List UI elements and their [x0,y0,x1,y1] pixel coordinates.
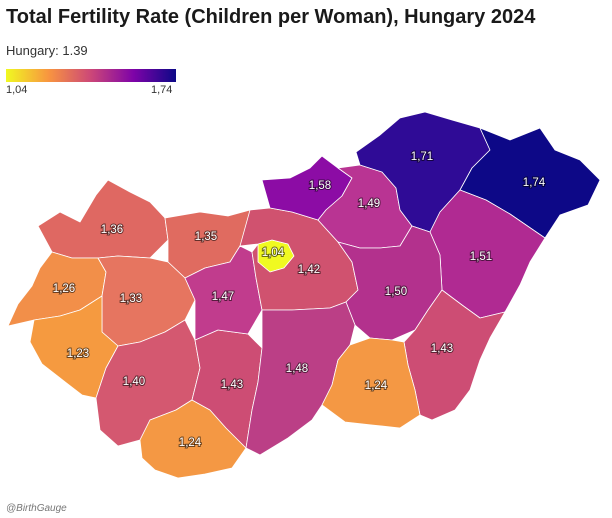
county-heves-value-label: 1,49 [358,198,380,210]
county-szabolcs-value-label: 1,74 [523,177,546,189]
county-budapest-value-label: 1,04 [262,247,285,259]
county-gyor-moson-sopron [37,179,169,259]
county-fejer-value-label: 1,47 [212,291,234,303]
county-baranya-value-label: 1,24 [179,437,202,449]
color-scale-bar [6,69,176,82]
county-csongrad-value-label: 1,24 [365,380,388,392]
county-jasz-nagykun-value-label: 1,50 [385,286,407,298]
county-bekes-value-label: 1,43 [431,343,453,355]
map-title: Total Fertility Rate (Children per Woman… [6,6,536,28]
county-borsod-value-label: 1,71 [411,151,433,163]
county-pest-value-label: 1,42 [298,264,320,276]
county-vas-value-label: 1,26 [53,283,75,295]
county-hajdu-bihar-value-label: 1,51 [470,251,492,263]
source-credit: @BirthGauge [6,503,67,514]
county-csongrad [321,337,421,429]
county-tolna-value-label: 1,43 [221,379,243,391]
national-rate-subtitle: Hungary: 1.39 [6,43,88,58]
legend-min-label: 1,04 [6,84,28,96]
county-nograd-value-label: 1,58 [309,180,331,192]
county-zala-value-label: 1,23 [67,348,89,360]
county-veszprem-value-label: 1,33 [120,293,142,305]
legend-max-label: 1,74 [151,84,173,96]
county-gyor-moson-sopron-value-label: 1,36 [101,224,123,236]
county-somogy-value-label: 1,40 [123,376,145,388]
county-bacs-kiskun-value-label: 1,48 [286,363,308,375]
county-szabolcs [459,127,601,239]
county-komarom-esztergom-value-label: 1,35 [195,231,217,243]
